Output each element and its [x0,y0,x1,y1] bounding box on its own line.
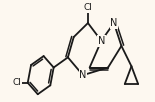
Text: N: N [79,70,87,80]
Text: Cl: Cl [84,3,92,12]
Text: N: N [110,18,118,28]
Text: N: N [98,36,105,46]
Text: Cl: Cl [12,78,21,87]
